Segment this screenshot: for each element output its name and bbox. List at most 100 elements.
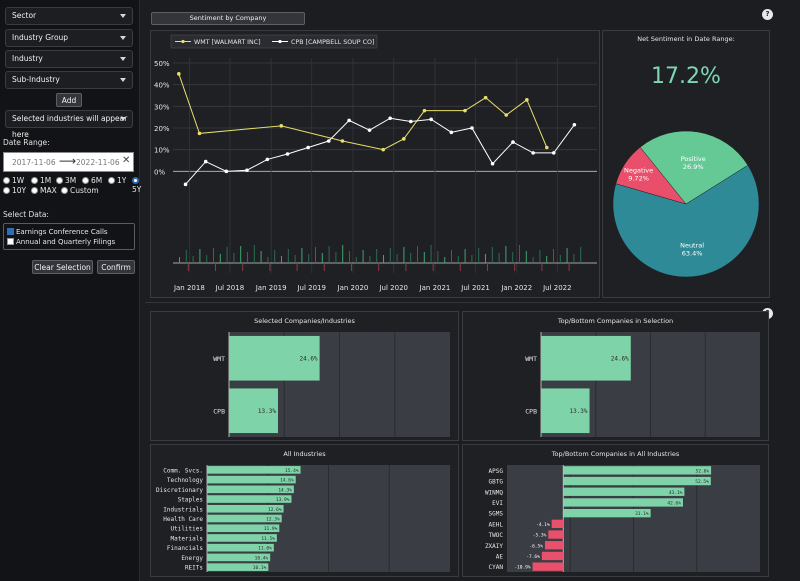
top-bottom-all-bars: APSG 52.6% GBTG 52.5% WINMQ 43.1% EVI 42.6% SGMS… — [485, 465, 760, 572]
range-radio-1y[interactable]: 1Y — [108, 176, 126, 185]
earnings-calls-checkbox[interactable]: Earnings Conference Calls — [7, 228, 108, 236]
value-label: 11.9% — [264, 526, 278, 532]
radio-icon — [3, 187, 10, 194]
value-label: 24.6% — [300, 355, 318, 362]
volume-bar — [226, 247, 228, 263]
volume-bar-negative — [541, 263, 543, 271]
bar-cpb — [541, 388, 590, 434]
x-tick-label: Jan 2019 — [255, 284, 287, 292]
range-radio-label: 1W — [12, 176, 25, 185]
volume-bar-negative — [269, 263, 271, 271]
range-radio-label: MAX — [40, 186, 57, 195]
sector-select[interactable]: Sector — [5, 7, 133, 25]
volume-bar-negative — [568, 263, 570, 271]
range-radio-10y[interactable]: 10Y — [3, 186, 26, 195]
value-label: -10.9% — [514, 565, 531, 571]
start-date-input[interactable]: 2017-11-06 — [12, 158, 56, 167]
panel-title: Top/Bottom Companies in Selection — [557, 317, 674, 325]
add-button[interactable]: Add — [56, 93, 82, 107]
industry-group-select[interactable]: Industry Group — [5, 29, 133, 47]
category-label: CPB — [213, 407, 225, 415]
date-range-picker[interactable]: 2017-11-06 ⟶ 2022-11-06 ✕ — [3, 152, 134, 172]
bar-evi — [563, 498, 683, 507]
volume-bar — [274, 250, 276, 263]
range-radio-1w[interactable]: 1W — [3, 176, 24, 185]
category-label: Discretionary — [156, 487, 203, 494]
clear-date-icon[interactable]: ✕ — [122, 155, 131, 166]
range-radio-5y[interactable]: 5Y — [132, 176, 141, 194]
volume-bar — [485, 254, 486, 263]
end-date-input[interactable]: 2022-11-06 — [76, 158, 120, 167]
volume-bar — [315, 247, 316, 263]
range-radio-label: Custom — [70, 186, 99, 195]
volume-bar — [342, 245, 344, 263]
y-tick-label: 50% — [154, 60, 170, 68]
category-label: Health Care — [163, 516, 203, 523]
selected-industries-select[interactable]: Selected industries will appear here — [5, 110, 133, 139]
range-radio-custom[interactable]: Custom — [61, 186, 99, 195]
category-label: APSG — [489, 468, 504, 475]
volume-bar — [566, 248, 568, 263]
sub-industry-select[interactable]: Sub-Industry — [5, 71, 133, 89]
panel-title: Selected Companies/Industries — [254, 317, 355, 325]
range-radio-3m[interactable]: 3M — [56, 176, 76, 185]
annual-filings-checkbox[interactable]: Annual and Quarterly Filings — [7, 238, 115, 246]
radio-icon — [132, 177, 139, 184]
volume-bar — [369, 256, 371, 263]
sentiment-tab[interactable]: Sentiment by Company — [151, 12, 305, 25]
value-label: 11.0% — [258, 546, 272, 552]
selected-industries-placeholder: Selected industries will appear here — [12, 114, 128, 139]
sector-select-label: Sector — [12, 11, 37, 20]
help-icon[interactable]: ? — [762, 9, 773, 20]
bar-winmq — [563, 487, 685, 496]
y-tick-label: 30% — [154, 103, 170, 111]
range-radio-max[interactable]: MAX — [31, 186, 57, 195]
series-point-1 — [265, 157, 270, 162]
volume-bar — [417, 246, 418, 263]
volume-bar — [179, 257, 180, 263]
y-tick-label: 10% — [154, 147, 170, 155]
bar-gbtg — [563, 476, 711, 486]
net-sentiment-panel: Net Sentiment in Date Range: 17.2% Neutr… — [602, 30, 770, 298]
volume-bar — [301, 248, 303, 263]
x-tick-label: Jul 2020 — [378, 284, 408, 292]
select-data-label: Select Data: — [3, 210, 49, 219]
volume-bar — [335, 252, 337, 263]
bar-apsg — [563, 466, 712, 475]
volume-bar — [260, 251, 262, 263]
top-bottom-all-panel: Top/Bottom Companies in All Industries A… — [462, 444, 769, 577]
value-label: 24.6% — [611, 355, 629, 362]
legend-label: WMT [WALMART INC] — [194, 39, 261, 46]
value-label: -4.1% — [536, 522, 550, 528]
volume-bar-negative — [323, 263, 325, 271]
range-radio-1m[interactable]: 1M — [31, 176, 51, 185]
series-point-1 — [224, 169, 229, 174]
net-sentiment-value: 17.2% — [651, 64, 721, 89]
volume-bar — [410, 253, 412, 263]
range-radio-6m[interactable]: 6M — [82, 176, 102, 185]
value-label: 42.6% — [667, 500, 681, 506]
value-label: 43.1% — [669, 490, 683, 496]
chevron-down-icon — [120, 14, 126, 18]
value-label: 52.6% — [696, 468, 710, 474]
range-radio-label: 5Y — [132, 185, 142, 194]
x-tick-label: Jul 2018 — [215, 284, 245, 292]
clear-selection-button[interactable]: Clear Selection — [32, 260, 93, 274]
series-point-1 — [245, 168, 249, 173]
pie-value: 9.72% — [628, 174, 649, 182]
legend-marker — [181, 39, 185, 44]
x-tick-label: Jul 2021 — [460, 284, 490, 292]
volume-bar — [383, 255, 384, 263]
series-point-1 — [429, 117, 433, 122]
industry-select[interactable]: Industry — [5, 50, 133, 68]
volume-bar — [294, 255, 296, 263]
volume-bar — [512, 252, 514, 263]
series-point-0 — [525, 98, 529, 102]
series-point-1 — [326, 139, 331, 143]
y-tick-label: 0% — [154, 168, 165, 176]
confirm-button[interactable]: Confirm — [97, 260, 135, 274]
value-label: 14.6% — [280, 478, 294, 484]
series-point-1 — [490, 161, 495, 166]
section-divider — [145, 302, 770, 303]
